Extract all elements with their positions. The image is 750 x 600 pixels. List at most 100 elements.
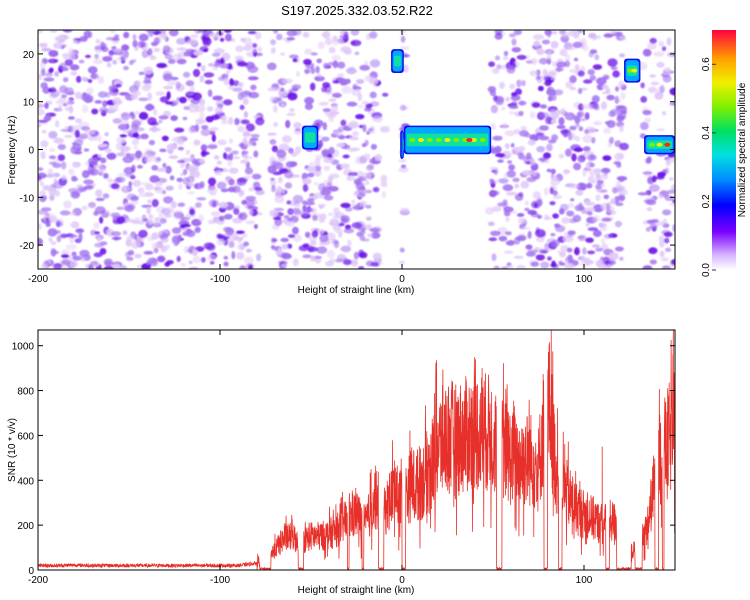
spectrogram-cell — [508, 104, 519, 109]
spectrogram-cell — [640, 121, 649, 131]
spectrogram-cell — [178, 183, 183, 190]
spectrogram-cell — [323, 165, 331, 172]
spectrogram-cell — [659, 241, 665, 248]
spectrogram-cell — [346, 175, 352, 181]
spectrogram-cell — [219, 63, 230, 69]
spectrogram-cell — [285, 120, 291, 129]
spectrogram-cell — [512, 177, 520, 183]
spectrogram-cell — [302, 254, 312, 259]
snr-xtick-label: 0 — [399, 575, 405, 586]
spectrogram-cell — [207, 186, 218, 195]
spectrogram-cell — [47, 228, 58, 237]
spectrogram-cell — [490, 122, 496, 131]
spectrogram-cell — [337, 231, 343, 238]
spectrogram-cell — [365, 204, 372, 209]
spectrogram-cell — [490, 104, 498, 114]
spectrogram-cell — [612, 187, 618, 194]
spectrogram-cell — [99, 107, 108, 113]
spectrogram-cell — [600, 217, 612, 222]
spectrogram-cell — [321, 136, 330, 142]
spectrogram-cell — [232, 87, 243, 92]
spectrogram-cell — [70, 190, 81, 199]
spectrogram-cell — [85, 54, 91, 59]
spectrogram-cell — [234, 117, 240, 126]
spectrogram-cell — [552, 213, 559, 219]
spectrogram-cell — [656, 61, 665, 68]
spectrogram-cell — [91, 108, 99, 115]
spectrogram-cell — [542, 68, 548, 77]
spectrogram-cell — [532, 34, 544, 40]
spectrogram-cell — [192, 249, 198, 257]
spectrogram-cell — [541, 39, 551, 45]
spectrogram-cell — [248, 208, 253, 217]
spectrogram-cell — [304, 231, 311, 238]
spectrogram-cell — [580, 117, 586, 122]
spectrogram-cell — [584, 112, 590, 120]
spectrogram-cell — [149, 175, 160, 183]
spectrogram-cell — [399, 30, 406, 35]
spectrogram-cell — [322, 152, 328, 159]
spectrogram-cell — [365, 103, 373, 109]
spectrogram-cell — [183, 106, 190, 110]
spectrogram-cell — [105, 261, 112, 266]
spectrogram-cell — [548, 69, 558, 75]
spectrogram-cell — [191, 218, 202, 227]
spectrogram-cell — [515, 88, 522, 95]
spectrogram-cell — [148, 214, 154, 219]
spectrogram-cell — [47, 58, 58, 64]
spectrogram-cell — [95, 197, 105, 202]
spectrogram-cell — [141, 84, 151, 92]
spectrogram-cell — [78, 232, 83, 242]
spectrogram-cell — [551, 119, 557, 124]
spectrogram-cell — [243, 241, 250, 247]
spectrogram-cell — [271, 238, 278, 243]
spectrogram-cell — [570, 183, 580, 190]
spectrogram-cell — [38, 73, 43, 81]
spectrogram-cell — [286, 112, 296, 117]
spectrogram-cell — [215, 169, 222, 176]
spectrogram-cell — [538, 57, 549, 65]
spectrogram-cell — [168, 155, 179, 160]
spectrogram-cell — [568, 218, 577, 224]
spectrogram-cell — [618, 193, 626, 202]
spectrogram-cell — [145, 260, 151, 266]
spectrogram-cell — [40, 140, 49, 148]
spectrogram-cell — [359, 64, 371, 71]
spectrogram-cell — [302, 183, 309, 192]
spectrogram-cell — [583, 79, 593, 84]
spectrogram-cell — [116, 216, 126, 225]
spectrogram-cell — [555, 67, 564, 72]
spectrogram-cell — [601, 172, 609, 180]
spectrogram-cell — [227, 159, 233, 167]
spectrogram-cell — [658, 235, 665, 244]
spectrogram-cell — [574, 247, 580, 256]
spectrogram-cell — [207, 177, 217, 186]
spectrogram-cell — [659, 85, 665, 94]
spectrogram-cell — [228, 241, 235, 248]
spectrogram-cell — [311, 230, 319, 238]
spectrogram-ytick-label: 20 — [23, 50, 35, 61]
spectrogram-cell — [143, 250, 154, 255]
spectrogram-cell — [56, 235, 62, 243]
feature-hotspot — [444, 137, 451, 142]
spectrogram-cell — [281, 263, 288, 268]
spectrogram-cell — [343, 49, 352, 55]
spectrogram-cell — [592, 37, 598, 41]
spectrogram-cell — [141, 204, 152, 208]
spectrogram-cell — [587, 227, 599, 232]
spectrogram-cell — [180, 223, 191, 228]
spectrogram-cell — [503, 206, 514, 213]
spectrogram-cell — [509, 33, 516, 38]
spectrogram-cell — [399, 46, 410, 51]
spectrogram-cell — [494, 55, 501, 61]
spectrogram-cell — [113, 48, 121, 54]
spectrogram-cell — [494, 32, 503, 40]
spectrogram-cell — [516, 264, 526, 269]
spectrogram-cell — [351, 222, 363, 229]
spectrogram-cell — [568, 132, 573, 141]
spectrogram-cell — [322, 82, 331, 88]
spectrogram-cell — [158, 32, 167, 38]
spectrogram-cell — [53, 181, 64, 189]
spectrogram-cell — [81, 104, 89, 113]
spectrogram-cell — [656, 128, 665, 132]
